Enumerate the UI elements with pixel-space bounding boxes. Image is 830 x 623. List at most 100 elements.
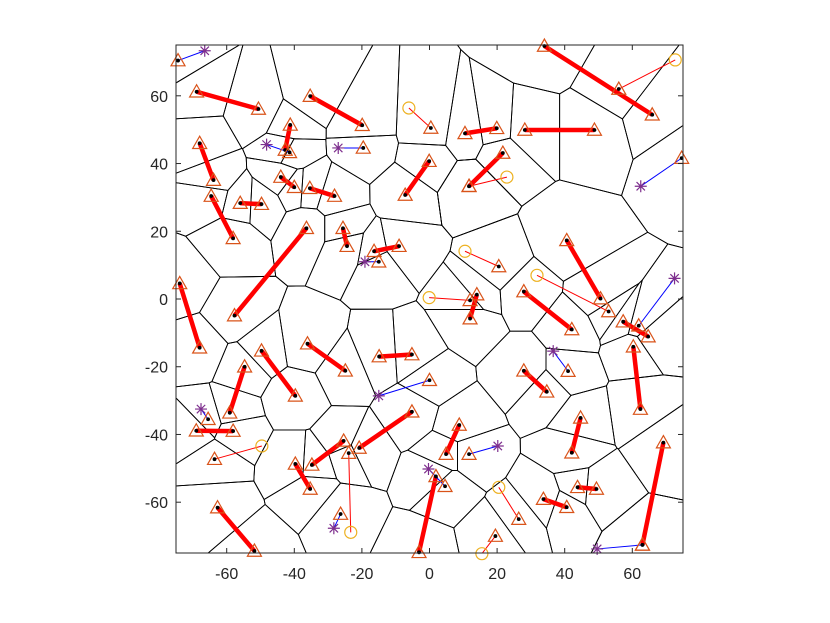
triangle-marker (301, 180, 318, 195)
dot-marker (176, 58, 180, 63)
triangle-marker (225, 230, 242, 245)
voronoi-cell (545, 347, 610, 396)
voronoi-cell (449, 213, 535, 291)
triangle-marker (338, 237, 356, 253)
axes: -60 -40 -20 0 20 40 60 -60 -40 -20 0 20 40 60 (145, 44, 684, 583)
triangle-marker (461, 178, 478, 193)
x-tick-label: -40 (283, 566, 306, 583)
segment (309, 94, 364, 128)
triangle-marker (625, 338, 642, 353)
segment (618, 59, 676, 90)
dot-marker (346, 451, 351, 455)
voronoi-cell (442, 250, 503, 316)
segment (177, 50, 205, 62)
triangle-marker (236, 358, 253, 373)
triangle-marker (246, 542, 263, 557)
voronoi-cell (325, 134, 399, 186)
dot-marker (308, 94, 313, 99)
circle-marker (344, 525, 358, 539)
dot-marker (566, 369, 570, 374)
dot-marker (360, 123, 365, 128)
y-tick-label: 20 (150, 224, 168, 241)
dot-marker (564, 505, 569, 510)
triangle-marker (510, 510, 527, 525)
dot-marker (467, 452, 471, 457)
segment (333, 513, 342, 529)
dot-marker (428, 126, 433, 130)
y-tick-label: -40 (145, 427, 168, 444)
triangle-marker (298, 220, 315, 235)
voronoi-cell (627, 243, 683, 338)
triangle-marker (340, 444, 357, 459)
triangle-marker (494, 144, 511, 159)
dot-marker (341, 226, 345, 231)
dot-marker (631, 344, 636, 349)
segment (481, 535, 496, 553)
dot-marker (636, 323, 641, 328)
dot-marker (341, 439, 346, 443)
triangle-marker (563, 444, 580, 459)
triangle-marker (334, 220, 352, 235)
dot-marker (496, 264, 501, 269)
dot-marker (427, 159, 432, 164)
voronoi-cell (176, 232, 221, 321)
triangle-marker (451, 416, 468, 431)
triangle-marker (516, 121, 533, 136)
voronoi-cell (280, 138, 328, 170)
voronoi-cell (211, 341, 273, 398)
dot-marker (209, 194, 214, 198)
triangle-marker (332, 505, 349, 520)
segment (293, 462, 313, 491)
segment (522, 369, 549, 394)
segment (536, 274, 609, 312)
triangle-marker (335, 432, 352, 447)
segment (340, 227, 350, 247)
triangle-marker (391, 237, 408, 253)
dot-marker (212, 457, 217, 462)
triangle-marker (422, 119, 439, 134)
triangle-marker (515, 283, 532, 298)
dot-marker (640, 542, 645, 547)
dot-marker (397, 244, 401, 249)
dot-marker (194, 428, 199, 433)
dot-marker (238, 201, 243, 206)
dot-marker (474, 292, 479, 297)
segment (197, 142, 216, 181)
triangle-marker (403, 346, 420, 361)
segment (638, 278, 675, 327)
circle-marker (500, 170, 514, 184)
dot-marker (332, 194, 337, 198)
dot-marker (197, 141, 202, 146)
triangle-marker (586, 121, 603, 136)
triangle-marker (351, 439, 368, 454)
triangle-marker (250, 100, 267, 115)
triangle-marker (188, 83, 205, 98)
segment (378, 352, 413, 359)
y-tick-label: -60 (145, 495, 168, 512)
asterisk-marker (195, 403, 208, 416)
asterisk-marker (491, 439, 504, 452)
triangle-marker (634, 536, 651, 551)
voronoi-cell (176, 45, 241, 84)
dot-marker (293, 462, 298, 466)
circle-marker (422, 291, 436, 305)
triangle-marker (468, 286, 485, 301)
triangle-marker (535, 490, 552, 506)
triangle-marker (287, 387, 304, 402)
dot-marker (376, 259, 381, 264)
dot-marker (292, 185, 297, 190)
triangle-marker (354, 117, 371, 132)
triangle-marker (600, 303, 617, 318)
triangle-marker (286, 179, 303, 194)
voronoi-cell (457, 423, 521, 493)
segment (378, 379, 430, 397)
dot-marker (493, 534, 498, 538)
voronoi-cell (176, 438, 256, 487)
dot-marker (410, 409, 414, 414)
dot-marker (575, 485, 580, 490)
segment (522, 289, 574, 332)
dot-marker (194, 89, 199, 94)
dot-marker (372, 249, 376, 254)
dot-marker (522, 128, 527, 132)
dot-marker (516, 517, 521, 522)
